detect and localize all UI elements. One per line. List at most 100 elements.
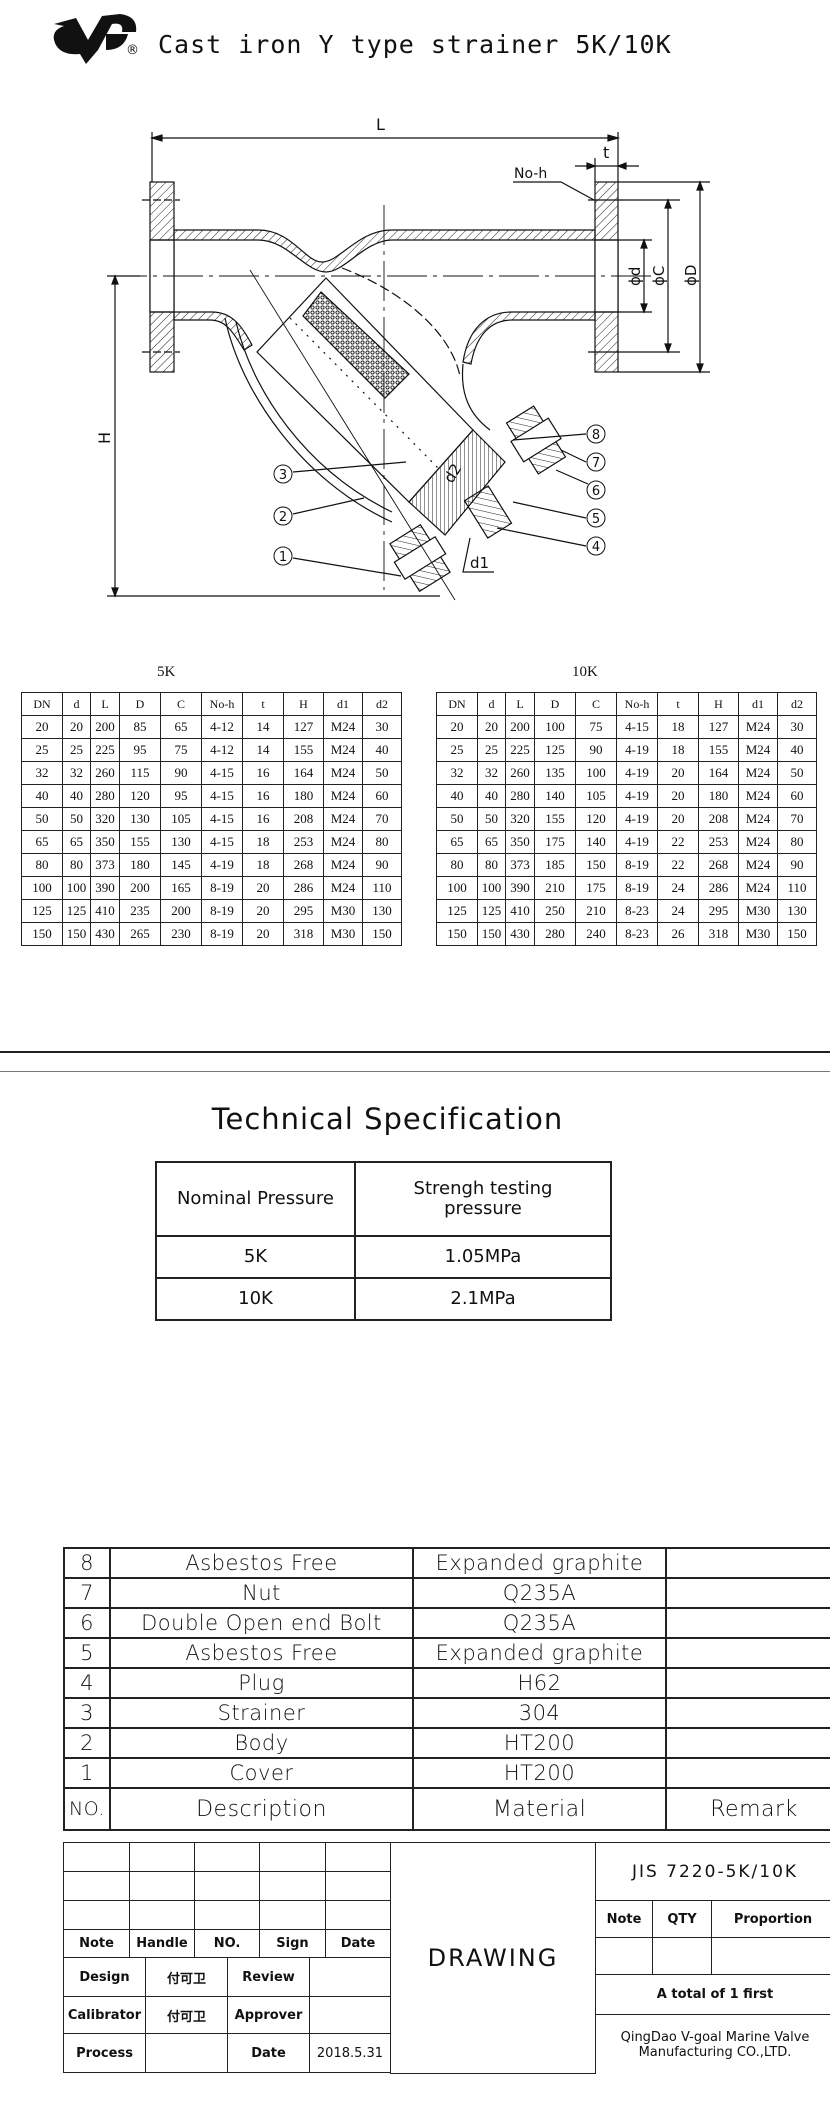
table-cell: 130	[160, 830, 202, 854]
table-cell: 164	[698, 761, 739, 785]
table-row: 80 80 373 185 150 8-19 22 268 M24 90	[436, 853, 817, 877]
table-cell: 280	[90, 784, 120, 808]
strainer-mesh	[302, 291, 410, 399]
branch-axis	[249, 269, 456, 601]
table-cell: 8-19	[616, 853, 658, 877]
table-cell: 150	[477, 922, 506, 946]
table-row: 100 100 390 200 165 8-19 20 286 M24 110	[21, 876, 402, 900]
part-remark	[665, 1697, 830, 1729]
empty-cell	[309, 1957, 391, 1997]
info-header-note: Note	[595, 1900, 653, 1938]
label-H: H	[95, 432, 114, 444]
part-material: Expanded graphite	[412, 1637, 667, 1669]
dimension-L	[149, 132, 621, 182]
table-cell: 130	[362, 899, 402, 923]
table-cell: 14	[242, 715, 284, 739]
parts-header: Description	[109, 1787, 414, 1831]
column-header: d	[62, 692, 91, 716]
part-description: Nut	[109, 1577, 414, 1609]
table-cell: 180	[283, 784, 324, 808]
registered-mark: ®	[126, 43, 139, 58]
revision-header: Date	[325, 1929, 391, 1958]
table-cell: 4-12	[201, 738, 243, 762]
table-cell: 150	[21, 922, 63, 946]
revision-cell	[259, 1900, 326, 1930]
table-cell: M24	[323, 830, 363, 854]
part-number: 8	[63, 1547, 111, 1579]
date-value: 2018.5.31	[309, 2033, 391, 2073]
column-header: t	[657, 692, 699, 716]
revision-header: NO.	[194, 1929, 260, 1958]
table-cell: 8-19	[616, 876, 658, 900]
table-cell: 8-19	[201, 922, 243, 946]
table-cell: 24	[657, 899, 699, 923]
parts-row: 1 Cover HT200	[63, 1757, 830, 1789]
table-cell: M30	[323, 899, 363, 923]
table-cell: 253	[698, 830, 739, 854]
table-cell: 4-15	[201, 830, 243, 854]
column-header: DN	[21, 692, 63, 716]
table-cell: 390	[505, 876, 535, 900]
table-row: 40 40 280 120 95 4-15 16 180 M24 60	[21, 784, 402, 808]
revision-cell	[63, 1900, 130, 1930]
info-cell	[652, 1937, 712, 1975]
table-cell: M24	[738, 761, 778, 785]
svg-text:7: 7	[592, 456, 600, 471]
table-cell: M24	[323, 876, 363, 900]
revision-cell	[325, 1842, 391, 1872]
spec-cell: 5K	[155, 1235, 356, 1279]
part-number: 1	[63, 1757, 111, 1789]
part-description: Asbestos Free	[109, 1637, 414, 1669]
table-cell: 20	[657, 761, 699, 785]
approver-label: Approver	[227, 1996, 310, 2034]
table-cell: 16	[242, 784, 284, 808]
table-row: 25 25 225 125 90 4-19 18 155 M24 40	[436, 738, 817, 762]
table-cell: 4-19	[616, 807, 658, 831]
parts-header: NO.	[63, 1787, 111, 1831]
company-name: QingDao V-goal Marine Valve Manufacturing…	[595, 2014, 830, 2074]
table-cell: M30	[738, 922, 778, 946]
revision-cell	[129, 1871, 195, 1901]
d1-leader	[462, 537, 494, 573]
table-cell: 410	[90, 899, 120, 923]
table-cell: 4-15	[201, 761, 243, 785]
table-cell: 8-19	[201, 876, 243, 900]
table-cell: 320	[505, 807, 535, 831]
table-10k-title: 10K	[572, 664, 598, 680]
revision-cell	[63, 1871, 130, 1901]
body-bowl-outer	[224, 317, 393, 523]
table-cell: 235	[119, 899, 161, 923]
table-cell: 105	[160, 807, 202, 831]
table-cell: M24	[738, 853, 778, 877]
no-h-leader	[513, 181, 595, 201]
table-cell: 115	[119, 761, 161, 785]
part-remark	[665, 1757, 830, 1789]
balloon-4: 4	[586, 536, 606, 556]
table-cell: 240	[575, 922, 617, 946]
table-cell: M24	[323, 738, 363, 762]
table-cell: 295	[698, 899, 739, 923]
table-cell: 18	[657, 715, 699, 739]
table-cell: 70	[362, 807, 402, 831]
revision-cell	[129, 1900, 195, 1930]
part-material: HT200	[412, 1757, 667, 1789]
svg-text:3: 3	[279, 468, 287, 483]
part-number: 6	[63, 1607, 111, 1639]
table-cell: 65	[21, 830, 63, 854]
table-cell: 80	[436, 853, 478, 877]
table-cell: 350	[90, 830, 120, 854]
table-cell: 95	[119, 738, 161, 762]
balloon-3: 3	[273, 464, 293, 484]
table-cell: 390	[90, 876, 120, 900]
revision-cell	[325, 1871, 391, 1901]
table-row: 32 32 260 115 90 4-15 16 164 M24 50	[21, 761, 402, 785]
table-cell: 320	[90, 807, 120, 831]
table-cell: 75	[575, 715, 617, 739]
table-cell: 110	[362, 876, 402, 900]
table-cell: 286	[698, 876, 739, 900]
table-cell: 230	[160, 922, 202, 946]
table-cell: 208	[698, 807, 739, 831]
table-cell: 140	[534, 784, 576, 808]
